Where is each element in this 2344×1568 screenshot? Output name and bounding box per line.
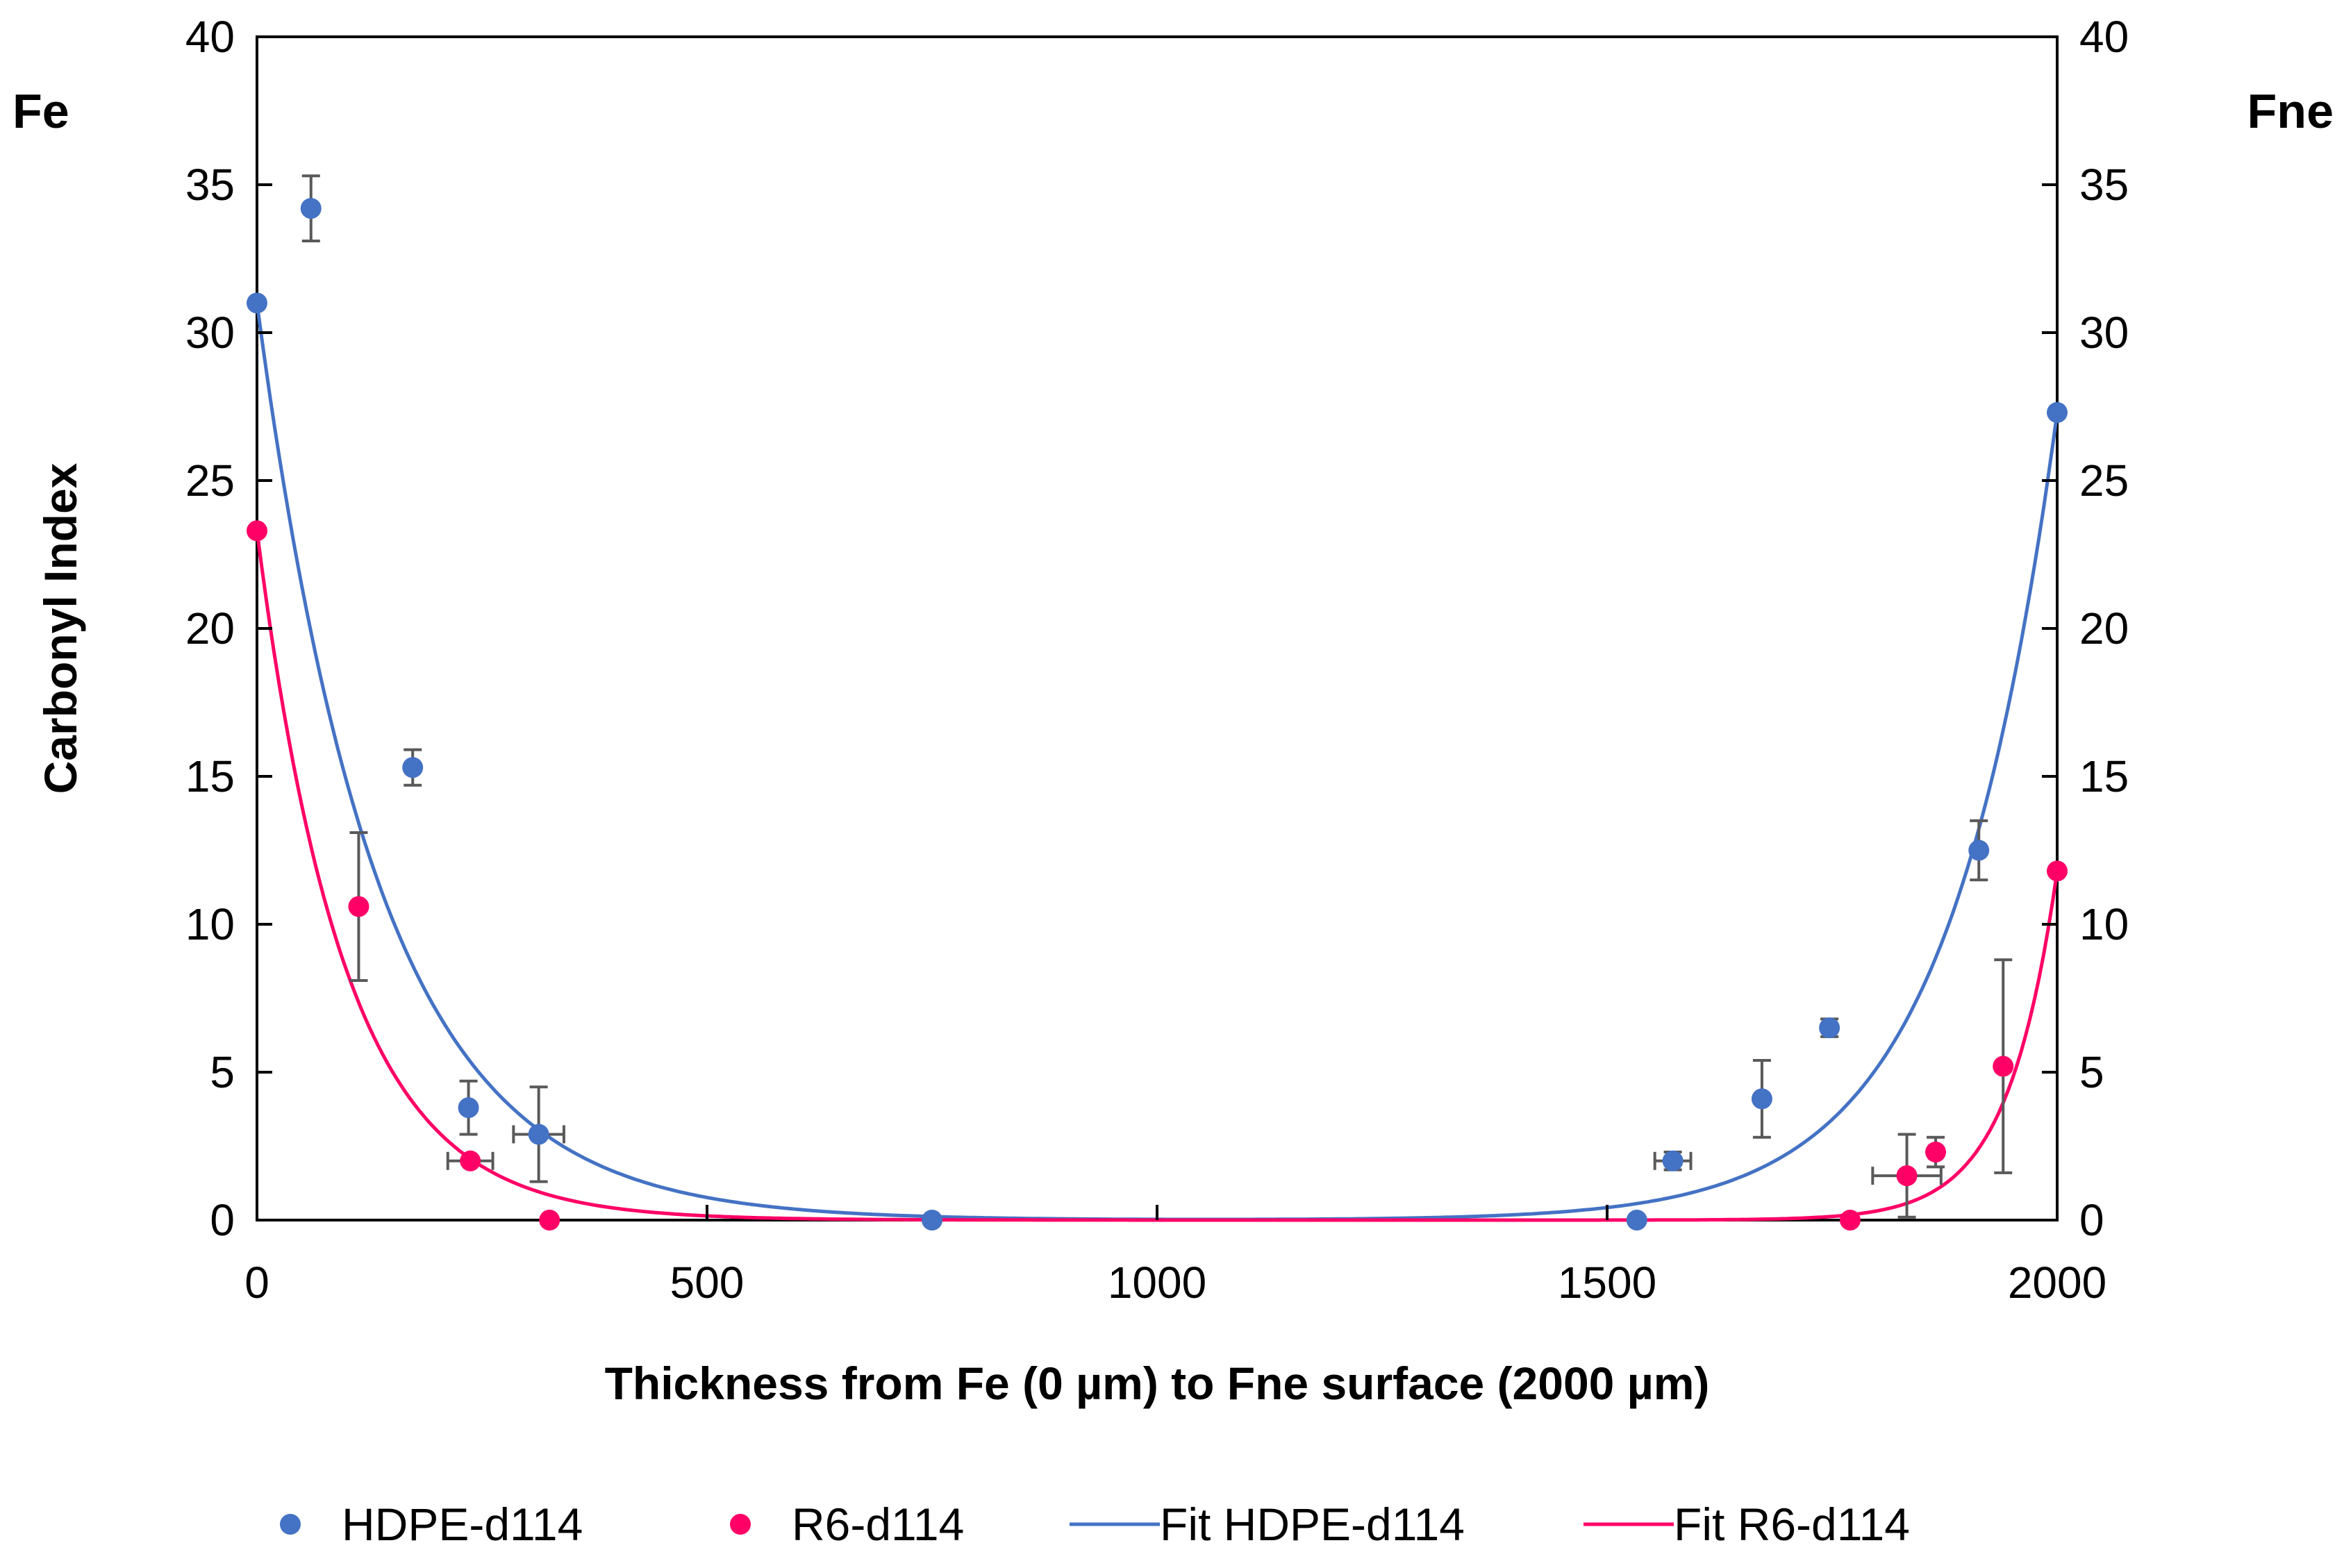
data-point-r6-d114 — [1925, 1142, 1947, 1163]
legend-label-r6-d114: R6-d114 — [792, 1499, 964, 1550]
y-tick-label-right: 20 — [2079, 603, 2129, 653]
legend-label-fit-r6-d114: Fit R6-d114 — [1674, 1499, 1910, 1550]
y-tick-label-right: 25 — [2079, 456, 2129, 506]
axis-ticks — [256, 35, 2059, 1221]
y-tick-label-right: 5 — [2079, 1047, 2104, 1097]
data-point-r6-d114 — [1993, 1056, 2014, 1077]
x-axis-title: Thickness from Fe (0 µm) to Fne surface … — [605, 1358, 1710, 1409]
x-tick-label: 0 — [244, 1258, 269, 1308]
data-point-r6-d114 — [460, 1150, 481, 1171]
data-point-r6-d114 — [348, 896, 369, 917]
y-axis-title: Carbonyl Index — [35, 462, 86, 794]
data-point-r6-d114 — [539, 1210, 560, 1231]
data-point-hdpe-d114 — [1751, 1088, 1772, 1110]
data-point-r6-d114 — [1839, 1210, 1861, 1231]
y-tick-label-left: 15 — [185, 751, 235, 801]
y-tick-label-left: 0 — [210, 1195, 235, 1245]
data-point-hdpe-d114 — [402, 757, 424, 778]
data-point-hdpe-d114 — [1626, 1210, 1647, 1231]
data-point-hdpe-d114 — [1968, 840, 1990, 861]
y-tick-label-left: 40 — [185, 12, 235, 62]
data-point-hdpe-d114 — [458, 1097, 479, 1119]
x-tick-label: 2000 — [2008, 1258, 2106, 1308]
fit-line-fit-hdpe-d114 — [255, 303, 2059, 1221]
fit-curves — [255, 303, 2059, 1222]
left-surface-label: Fe — [13, 84, 69, 138]
y-tick-label-right: 40 — [2079, 12, 2129, 62]
x-tick-label: 1500 — [1558, 1258, 1656, 1308]
legend-label-hdpe-d114: HDPE-d114 — [342, 1499, 583, 1550]
y-tick-label-left: 20 — [185, 603, 235, 653]
data-point-hdpe-d114 — [2047, 402, 2068, 424]
right-surface-label: Fne — [2247, 84, 2334, 138]
data-point-hdpe-d114 — [300, 198, 322, 219]
x-tick-label: 500 — [670, 1258, 745, 1308]
data-point-hdpe-d114 — [1662, 1150, 1684, 1171]
data-point-hdpe-d114 — [922, 1210, 942, 1231]
y-tick-label-left: 5 — [210, 1047, 235, 1097]
y-tick-label-left: 10 — [185, 899, 235, 949]
y-tick-label-right: 10 — [2079, 899, 2129, 949]
data-point-hdpe-d114 — [1819, 1017, 1840, 1039]
y-tick-label-right: 0 — [2079, 1195, 2104, 1245]
legend-label-fit-hdpe-d114: Fit HDPE-d114 — [1160, 1499, 1465, 1550]
data-point-r6-d114 — [2047, 860, 2068, 882]
y-tick-label-left: 30 — [185, 308, 235, 358]
data-points — [247, 174, 2068, 1231]
y-tick-label-left: 25 — [185, 456, 235, 506]
legend-marker-r6-d114 — [730, 1514, 751, 1535]
data-point-r6-d114 — [247, 520, 267, 542]
fit-line-fit-r6-d114 — [255, 531, 2059, 1222]
y-tick-label-right: 35 — [2079, 160, 2129, 210]
data-point-hdpe-d114 — [528, 1124, 549, 1145]
x-tick-label: 1000 — [1108, 1258, 1206, 1308]
y-tick-label-right: 15 — [2079, 751, 2129, 801]
legend-marker-hdpe-d114 — [280, 1514, 301, 1535]
y-tick-label-right: 30 — [2079, 308, 2129, 358]
y-tick-label-left: 35 — [185, 160, 235, 210]
data-point-hdpe-d114 — [247, 292, 267, 314]
data-point-r6-d114 — [1896, 1165, 1918, 1187]
legend: HDPE-d114 R6-d114 Fit HDPE-d114 Fit R6-d114 — [280, 1499, 1910, 1550]
plot-frame — [256, 35, 2059, 1221]
